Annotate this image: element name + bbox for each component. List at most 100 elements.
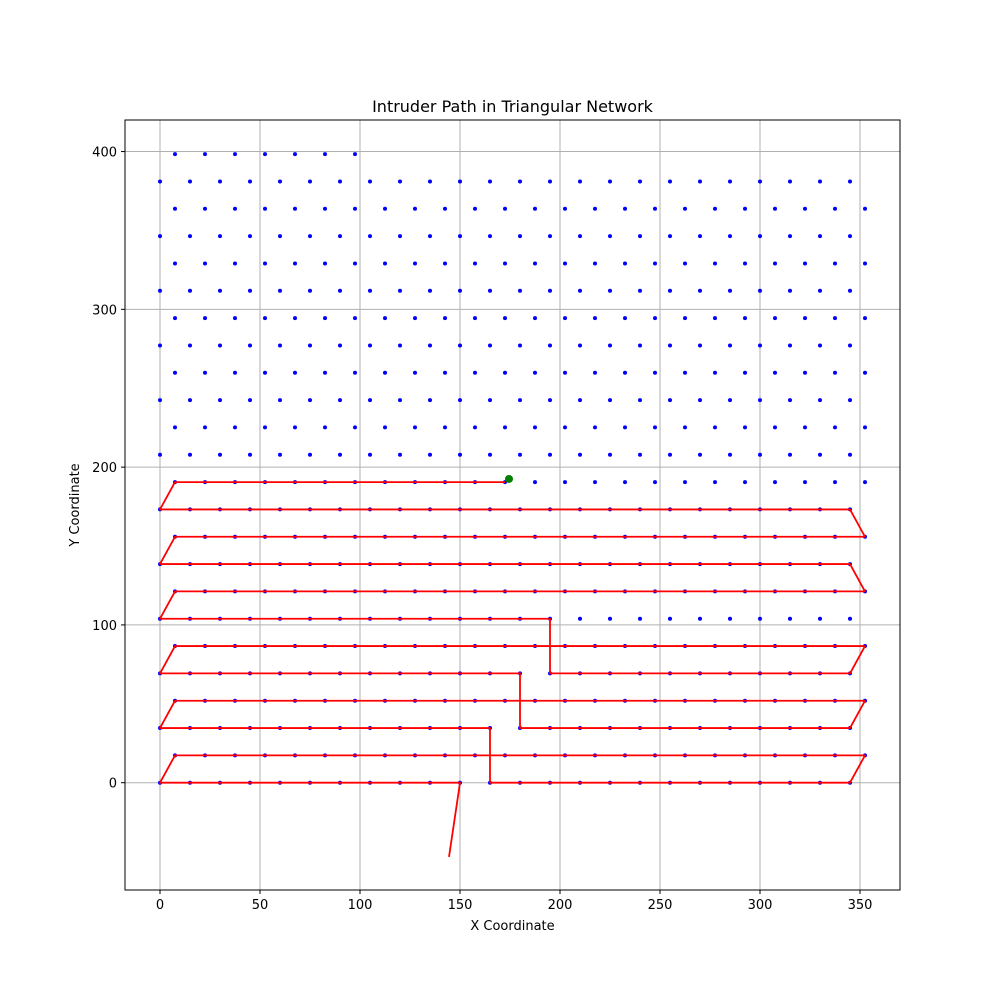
- network-node: [263, 206, 267, 211]
- network-node: [518, 179, 522, 184]
- network-node: [713, 370, 717, 375]
- network-node: [653, 370, 657, 375]
- network-node: [623, 425, 627, 430]
- network-node: [773, 261, 777, 266]
- network-node: [293, 206, 297, 211]
- network-node: [518, 343, 522, 348]
- network-node: [338, 398, 342, 403]
- network-node: [308, 288, 312, 293]
- network-node: [338, 452, 342, 457]
- network-node: [803, 480, 807, 485]
- network-node: [368, 234, 372, 239]
- network-node: [458, 398, 462, 403]
- network-node: [773, 370, 777, 375]
- network-node: [293, 316, 297, 321]
- network-node: [773, 425, 777, 430]
- network-node: [833, 206, 837, 211]
- network-node: [353, 370, 357, 375]
- network-node: [458, 452, 462, 457]
- network-node: [548, 343, 552, 348]
- network-node: [533, 480, 537, 485]
- network-node: [158, 288, 162, 293]
- network-node: [863, 261, 867, 266]
- network-node: [218, 343, 222, 348]
- network-node: [398, 343, 402, 348]
- network-node: [668, 343, 672, 348]
- network-node: [278, 288, 282, 293]
- x-tick-label: 150: [448, 898, 473, 913]
- network-node: [728, 452, 732, 457]
- network-node: [473, 206, 477, 211]
- network-node: [788, 616, 792, 621]
- network-node: [773, 206, 777, 211]
- network-node: [863, 316, 867, 321]
- network-node: [683, 316, 687, 321]
- intruder-marker: [505, 474, 513, 483]
- network-node: [443, 206, 447, 211]
- intruder-point: [505, 474, 513, 483]
- network-node: [323, 261, 327, 266]
- network-node: [503, 370, 507, 375]
- grid: [125, 120, 900, 890]
- network-node: [308, 234, 312, 239]
- network-node: [863, 480, 867, 485]
- network-node: [818, 288, 822, 293]
- network-node: [713, 480, 717, 485]
- network-node: [653, 316, 657, 321]
- network-node: [293, 370, 297, 375]
- network-node: [368, 179, 372, 184]
- network-node: [218, 234, 222, 239]
- network-node: [788, 234, 792, 239]
- network-node: [278, 179, 282, 184]
- network-node: [353, 152, 357, 157]
- network-node: [398, 288, 402, 293]
- network-node: [473, 261, 477, 266]
- network-node: [488, 288, 492, 293]
- network-node: [728, 234, 732, 239]
- network-node: [653, 261, 657, 266]
- network-node: [533, 206, 537, 211]
- network-node: [263, 425, 267, 430]
- network-node: [803, 261, 807, 266]
- network-node: [848, 398, 852, 403]
- network-node: [758, 288, 762, 293]
- network-node: [773, 480, 777, 485]
- network-node: [293, 425, 297, 430]
- network-node: [368, 452, 372, 457]
- network-node: [533, 425, 537, 430]
- network-node: [818, 179, 822, 184]
- network-node: [803, 370, 807, 375]
- network-node: [368, 288, 372, 293]
- network-node: [158, 179, 162, 184]
- network-node: [563, 480, 567, 485]
- network-node: [848, 288, 852, 293]
- network-node: [383, 261, 387, 266]
- network-node: [593, 480, 597, 485]
- network-node: [698, 398, 702, 403]
- network-node: [638, 343, 642, 348]
- y-tick-label: 100: [92, 619, 117, 634]
- network-node: [818, 343, 822, 348]
- network-node: [863, 425, 867, 430]
- network-node: [773, 316, 777, 321]
- network-node: [428, 234, 432, 239]
- network-node: [848, 616, 852, 621]
- network-node: [503, 425, 507, 430]
- network-node: [803, 206, 807, 211]
- network-node: [698, 179, 702, 184]
- network-node: [638, 452, 642, 457]
- network-node: [158, 452, 162, 457]
- network-node: [428, 179, 432, 184]
- network-node: [488, 398, 492, 403]
- network-node: [548, 179, 552, 184]
- network-node: [443, 261, 447, 266]
- network-node: [503, 206, 507, 211]
- network-node: [398, 179, 402, 184]
- network-node: [578, 288, 582, 293]
- network-node: [248, 288, 252, 293]
- network-node: [323, 316, 327, 321]
- network-node: [488, 452, 492, 457]
- network-node: [668, 398, 672, 403]
- network-node: [323, 370, 327, 375]
- network-node: [518, 452, 522, 457]
